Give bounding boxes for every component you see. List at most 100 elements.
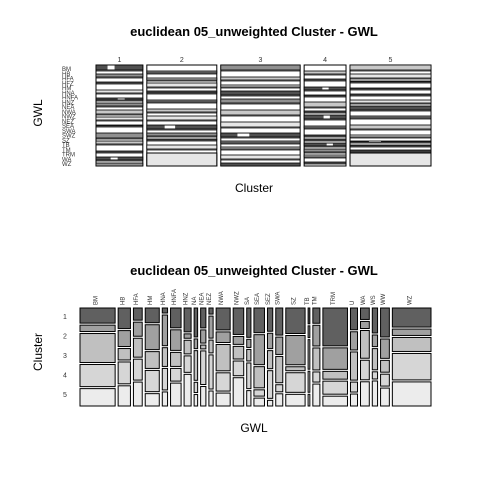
top-band	[146, 82, 218, 88]
top-y-tick-label: NWA	[62, 110, 76, 116]
bottom-cell-cluster-4	[208, 354, 214, 390]
top-band	[95, 132, 144, 139]
bottom-column-TM	[312, 307, 321, 407]
top-band	[146, 99, 218, 103]
bottom-cell-cluster-3	[391, 336, 432, 352]
bottom-cell-cluster-2	[275, 336, 284, 355]
bottom-cell-cluster-4	[371, 371, 379, 380]
bottom-y-tick-label: 2	[63, 334, 67, 341]
bottom-cell-cluster-5	[275, 393, 284, 407]
top-band	[95, 150, 144, 153]
bottom-column-SA	[246, 307, 252, 407]
bottom-x-tick-label: TM	[312, 296, 318, 305]
top-band	[220, 76, 301, 81]
top-mosaic-plot	[95, 64, 432, 167]
top-band	[95, 124, 144, 127]
bottom-mosaic-plot	[79, 307, 432, 407]
top-y-tick-label: SWZ	[62, 134, 76, 140]
top-y-tick-label: SEA	[62, 124, 74, 130]
top-band	[349, 134, 432, 138]
top-band-gap	[237, 133, 250, 137]
bottom-cell-cluster-3	[266, 350, 274, 370]
bottom-x-tick-label: HB	[120, 297, 126, 305]
bottom-x-tick-label: SEA	[255, 293, 261, 305]
bottom-x-ticks: BM HB HFA HM HNA HNFA HNZ NA NEA NEZ NWA NWZ SA SEA SE…	[94, 289, 414, 305]
bottom-x-tick-label: TRM	[331, 292, 337, 305]
bottom-cell-cluster-3	[208, 339, 214, 354]
bottom-column-TRM	[322, 307, 348, 407]
top-band	[146, 70, 218, 74]
bottom-x-tick-label: HFA	[134, 293, 140, 305]
bottom-cell-cluster-2	[360, 320, 370, 329]
bottom-column-NEA	[200, 307, 207, 407]
bottom-cell-cluster-2	[380, 338, 390, 359]
bottom-cell-cluster-5	[161, 391, 169, 407]
top-band	[220, 162, 301, 167]
top-band	[349, 99, 432, 104]
top-y-tick-label: TRM	[62, 153, 75, 159]
bottom-cell-cluster-5	[183, 373, 192, 407]
bottom-y-axis-label: Cluster	[31, 333, 45, 371]
bottom-cell-cluster-5	[371, 380, 379, 407]
bottom-column-SZ	[285, 307, 306, 407]
bottom-cell-cluster-5	[312, 383, 321, 407]
top-band	[303, 70, 347, 75]
top-band	[146, 115, 218, 121]
top-band	[146, 132, 218, 137]
bottom-cell-cluster-1	[132, 307, 143, 321]
top-band-last	[146, 152, 218, 167]
top-band	[303, 142, 347, 147]
bottom-cell-cluster-4	[275, 384, 284, 393]
bottom-cell-cluster-3	[349, 351, 359, 381]
bottom-column-TB	[307, 307, 311, 407]
bottom-cell-cluster-5	[215, 392, 231, 407]
top-band-last	[349, 152, 432, 167]
bottom-x-tick-label: NEA	[199, 293, 205, 305]
top-band	[303, 148, 347, 153]
top-y-tick-label: SZ	[62, 138, 70, 144]
bottom-cell-cluster-2	[266, 332, 274, 350]
top-band	[303, 138, 347, 141]
bottom-cell-cluster-4	[312, 371, 321, 383]
top-band	[303, 78, 347, 81]
top-band	[349, 73, 432, 79]
bottom-cell-cluster-2	[200, 329, 207, 344]
top-y-tick-label: HNZ	[62, 100, 75, 106]
top-band	[349, 144, 432, 147]
top-y-tick-label: WZ	[62, 162, 72, 168]
bottom-cell-cluster-1	[117, 307, 131, 330]
bottom-cell-cluster-1	[307, 307, 311, 325]
bottom-cell-cluster-4	[161, 367, 169, 391]
bottom-cell-cluster-5	[193, 394, 199, 407]
bottom-cell-cluster-2	[117, 330, 131, 348]
bottom-cell-cluster-4	[200, 350, 207, 386]
bottom-cell-cluster-1	[312, 307, 321, 324]
bottom-cell-cluster-2	[307, 325, 311, 339]
top-y-axis-label: GWL	[31, 99, 45, 127]
bottom-cell-cluster-5	[144, 393, 160, 407]
bottom-x-tick-label: WZ	[408, 295, 414, 305]
top-band	[95, 81, 144, 84]
bottom-cell-cluster-2	[232, 335, 245, 345]
top-band-gap	[117, 98, 125, 100]
top-band	[220, 90, 301, 96]
bottom-column-U	[349, 307, 359, 407]
top-band	[349, 105, 432, 111]
bottom-column-WA	[360, 307, 370, 407]
bottom-cell-cluster-3	[322, 370, 348, 380]
bottom-cell-cluster-4	[307, 370, 311, 393]
top-band	[146, 124, 218, 130]
bottom-cell-cluster-1	[246, 307, 252, 338]
bottom-cell-cluster-3	[79, 333, 116, 364]
bottom-cell-cluster-4	[117, 361, 131, 385]
bottom-x-tick-label: U	[350, 301, 356, 305]
top-band-gap	[110, 157, 118, 160]
top-band	[95, 140, 144, 145]
bottom-cell-cluster-3	[371, 348, 379, 371]
bottom-column-SEZ	[266, 307, 274, 407]
top-band	[349, 149, 432, 152]
bottom-cell-cluster-1	[285, 307, 306, 334]
bottom-cell-cluster-2	[349, 331, 359, 351]
bottom-cell-cluster-1	[391, 307, 432, 328]
bottom-x-tick-label: WA	[361, 296, 367, 305]
